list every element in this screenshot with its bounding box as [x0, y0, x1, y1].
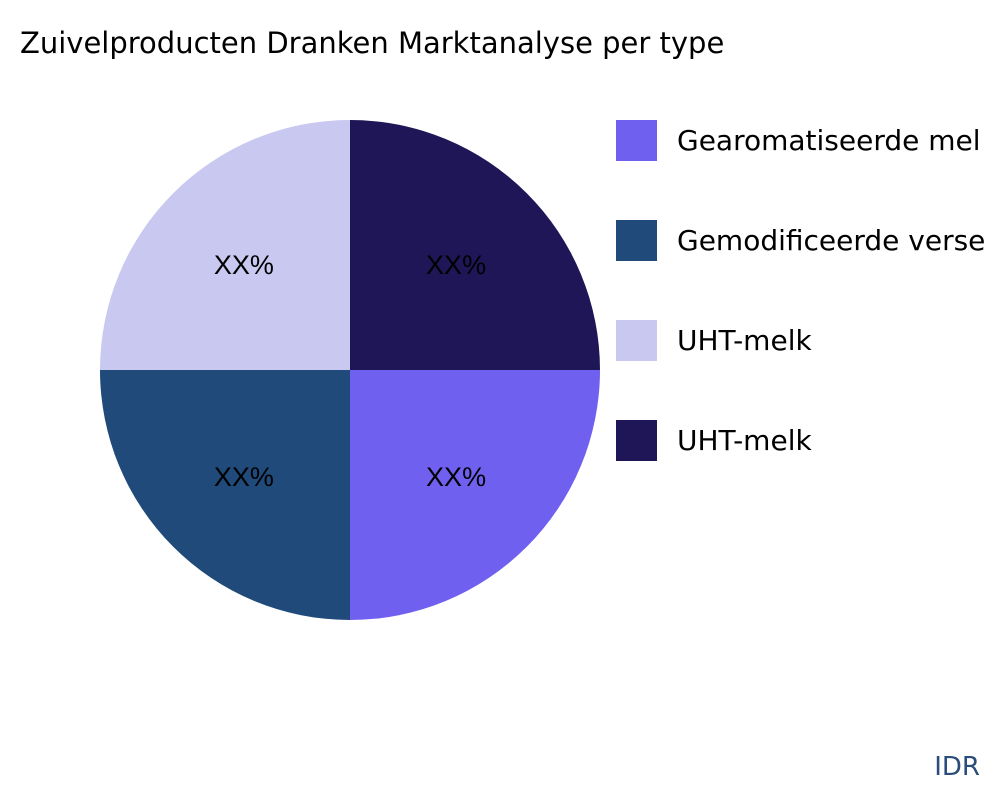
pie-slice — [350, 370, 600, 620]
slice-label: XX% — [214, 250, 274, 280]
brand-logo: IDR — [934, 752, 980, 782]
slice-label: XX% — [214, 462, 274, 492]
legend-label: UHT-melk — [677, 323, 812, 357]
legend-item[interactable]: Gearomatiseerde mel — [616, 119, 981, 161]
slice-label: XX% — [426, 250, 486, 280]
legend-label: Gemodificeerde verse — [677, 223, 986, 257]
legend-label: UHT-melk — [677, 423, 812, 457]
slice-label: XX% — [426, 462, 486, 492]
legend-swatch — [616, 319, 657, 361]
legend-swatch — [616, 219, 657, 261]
legend-item[interactable]: UHT-melk — [616, 419, 812, 461]
legend-item[interactable]: Gemodificeerde verse — [616, 219, 985, 261]
pie-slice — [350, 120, 600, 370]
chart-title: Zuivelproducten Dranken Marktanalyse per… — [20, 26, 725, 60]
legend-label: Gearomatiseerde mel — [677, 123, 981, 157]
legend-swatch — [616, 419, 657, 461]
legend-swatch — [616, 119, 657, 161]
pie-slice — [100, 370, 350, 620]
legend-item[interactable]: UHT-melk — [616, 319, 812, 361]
pie-slice — [100, 120, 350, 370]
